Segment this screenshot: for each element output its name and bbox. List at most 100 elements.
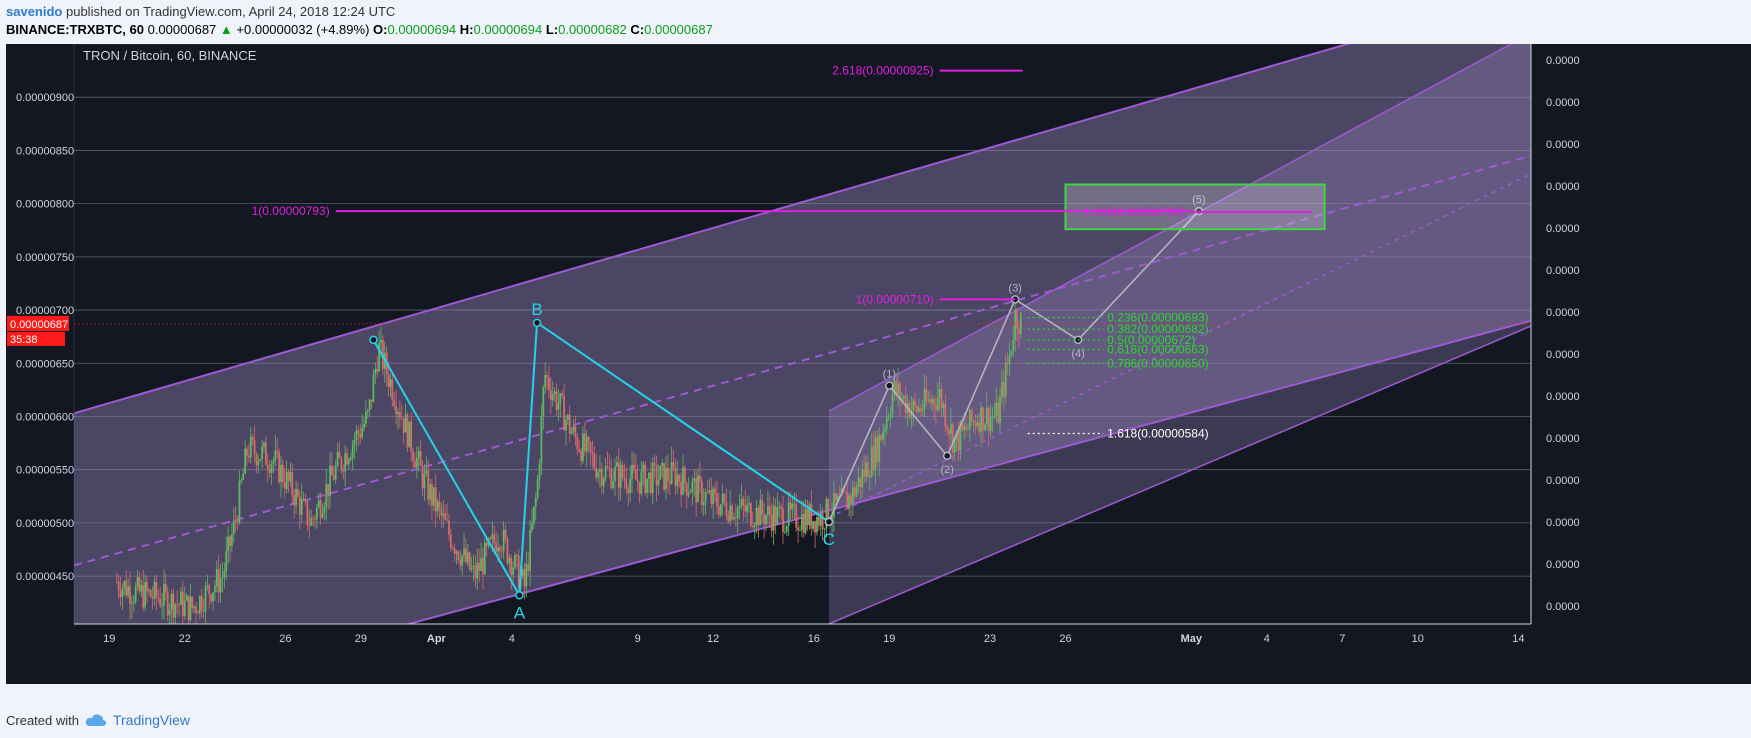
- symbol-label: BINANCE:TRXBTC, 60: [6, 22, 144, 37]
- right-axis-label: 0.0000: [1546, 55, 1580, 67]
- candle-body: [431, 484, 433, 506]
- candle-body: [297, 488, 299, 497]
- candle-body: [685, 482, 688, 496]
- candle-body: [391, 379, 394, 401]
- candle-body: [134, 586, 137, 602]
- candle-body: [651, 462, 654, 493]
- candle-body: [914, 400, 917, 407]
- candle-body: [123, 580, 126, 588]
- candle-body: [591, 452, 594, 455]
- candle-body: [517, 555, 520, 589]
- candle-body: [617, 462, 620, 488]
- candle-body: [181, 591, 184, 616]
- candle-body: [814, 521, 816, 533]
- current-price-tag: [7, 315, 69, 331]
- chart-container[interactable]: A B C (1) (2) (3) (4) (5) 2.618(0.00000925) 1(0.…: [6, 43, 1751, 684]
- candle-body: [916, 406, 918, 413]
- candle-body: [589, 442, 592, 453]
- candle-body: [374, 369, 377, 375]
- candle-body: [836, 495, 839, 502]
- candle-body: [197, 612, 199, 614]
- candle-body: [210, 594, 213, 602]
- candle-body: [700, 480, 703, 506]
- candle-body: [191, 596, 194, 609]
- candle-body: [870, 446, 873, 477]
- author-username[interactable]: savenido: [6, 4, 63, 19]
- candle-body: [410, 421, 413, 452]
- candle-body: [151, 597, 154, 599]
- candle-body: [500, 550, 503, 552]
- candle-body: [551, 394, 554, 401]
- candle-body: [149, 590, 152, 598]
- candle-body: [691, 481, 694, 493]
- candle-body: [506, 538, 509, 563]
- candle-body: [527, 563, 530, 571]
- candle-body: [578, 449, 581, 452]
- candle-body: [542, 387, 545, 417]
- candle-body: [221, 577, 224, 579]
- x-tick-label: 26: [279, 633, 291, 645]
- candle-body: [195, 606, 197, 613]
- candle-body: [582, 433, 584, 461]
- tradingview-brand-link[interactable]: TradingView: [112, 712, 191, 728]
- fib-level-label: 1.618(0.00000584): [1107, 427, 1208, 441]
- candle-body: [963, 425, 966, 430]
- candle-body: [689, 492, 692, 493]
- candle-body: [212, 592, 214, 602]
- candle-body: [942, 403, 945, 409]
- candle-body: [395, 406, 398, 415]
- candle-body: [130, 602, 133, 604]
- candle-body: [227, 536, 230, 551]
- candle-body: [900, 398, 903, 401]
- candle-body: [229, 536, 231, 547]
- candle-body: [678, 474, 681, 482]
- low-label: L:: [545, 22, 559, 37]
- candle-body: [619, 465, 622, 488]
- candle-body: [936, 397, 939, 410]
- candle-body: [629, 478, 632, 494]
- candle-body: [606, 466, 609, 468]
- candle-body: [438, 501, 441, 508]
- candle-body: [668, 480, 671, 484]
- x-tick-label: 19: [883, 633, 895, 645]
- y-tick-label: 0.00000500: [16, 518, 74, 530]
- fib-level-label: 0.5(0.00000672): [1107, 333, 1195, 347]
- candle-body: [965, 425, 967, 431]
- close-value: 0.00000687: [644, 22, 713, 37]
- candle-body: [674, 467, 677, 487]
- candle-body: [249, 436, 252, 458]
- candle-body: [638, 481, 641, 494]
- candle-body: [308, 525, 311, 527]
- candle-body: [168, 609, 171, 616]
- candle-body: [633, 464, 635, 470]
- candle-body: [1019, 312, 1022, 335]
- candle-body: [563, 396, 565, 431]
- candle-body: [478, 562, 481, 571]
- y-tick-label: 0.00000450: [16, 571, 74, 583]
- candle-body: [680, 481, 682, 495]
- right-axis-label: 0.0000: [1546, 223, 1580, 235]
- inner-channel-lower-line: [828, 325, 1531, 624]
- candle-body: [742, 499, 745, 506]
- candle-body: [338, 452, 341, 458]
- candle-body: [717, 506, 720, 515]
- candle-body: [1002, 382, 1005, 397]
- candle-body: [202, 610, 205, 612]
- candle-body: [361, 427, 364, 438]
- x-tick-label: 16: [808, 633, 820, 645]
- candle-body: [799, 529, 801, 531]
- fib-level-label: 1(0.00000793): [252, 204, 330, 218]
- candle-body: [117, 581, 120, 591]
- right-axis-label: 0.0000: [1546, 559, 1580, 571]
- price-change: +0.00000032 (+4.89%): [236, 22, 370, 37]
- candle-body: [789, 502, 792, 510]
- candle-body: [770, 515, 773, 531]
- candle-body: [848, 495, 850, 509]
- candle-body: [449, 534, 452, 548]
- candle-body: [261, 446, 264, 460]
- candle-body: [1016, 310, 1018, 329]
- candle-body: [549, 389, 552, 401]
- candle-body: [697, 475, 699, 503]
- candle-body: [427, 470, 430, 501]
- price-chart[interactable]: A B C (1) (2) (3) (4) (5) 2.618(0.00000925) 1(0.…: [6, 43, 1751, 684]
